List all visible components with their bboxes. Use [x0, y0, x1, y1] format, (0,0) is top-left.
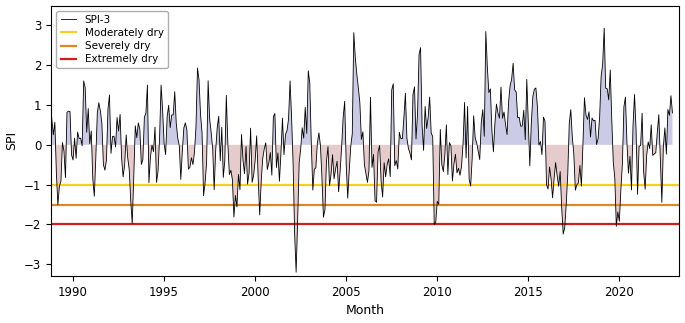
SPI-3: [32, 143, 40, 147]
SPI-3: [669, 111, 677, 115]
SPI-3: [292, 270, 300, 274]
SPI-3: [348, 132, 356, 136]
Y-axis label: SPI: SPI: [5, 131, 18, 151]
SPI-3: [245, 171, 253, 175]
Line: SPI-3: SPI-3: [36, 28, 673, 272]
SPI-3: [558, 206, 566, 210]
Legend: SPI-3, Moderately dry, Severely dry, Extremely dry: SPI-3, Moderately dry, Severely dry, Ext…: [56, 11, 168, 68]
X-axis label: Month: Month: [346, 305, 385, 318]
SPI-3: [644, 140, 652, 144]
SPI-3: [54, 203, 62, 207]
SPI-3: [318, 175, 326, 179]
SPI-3: [600, 26, 608, 30]
